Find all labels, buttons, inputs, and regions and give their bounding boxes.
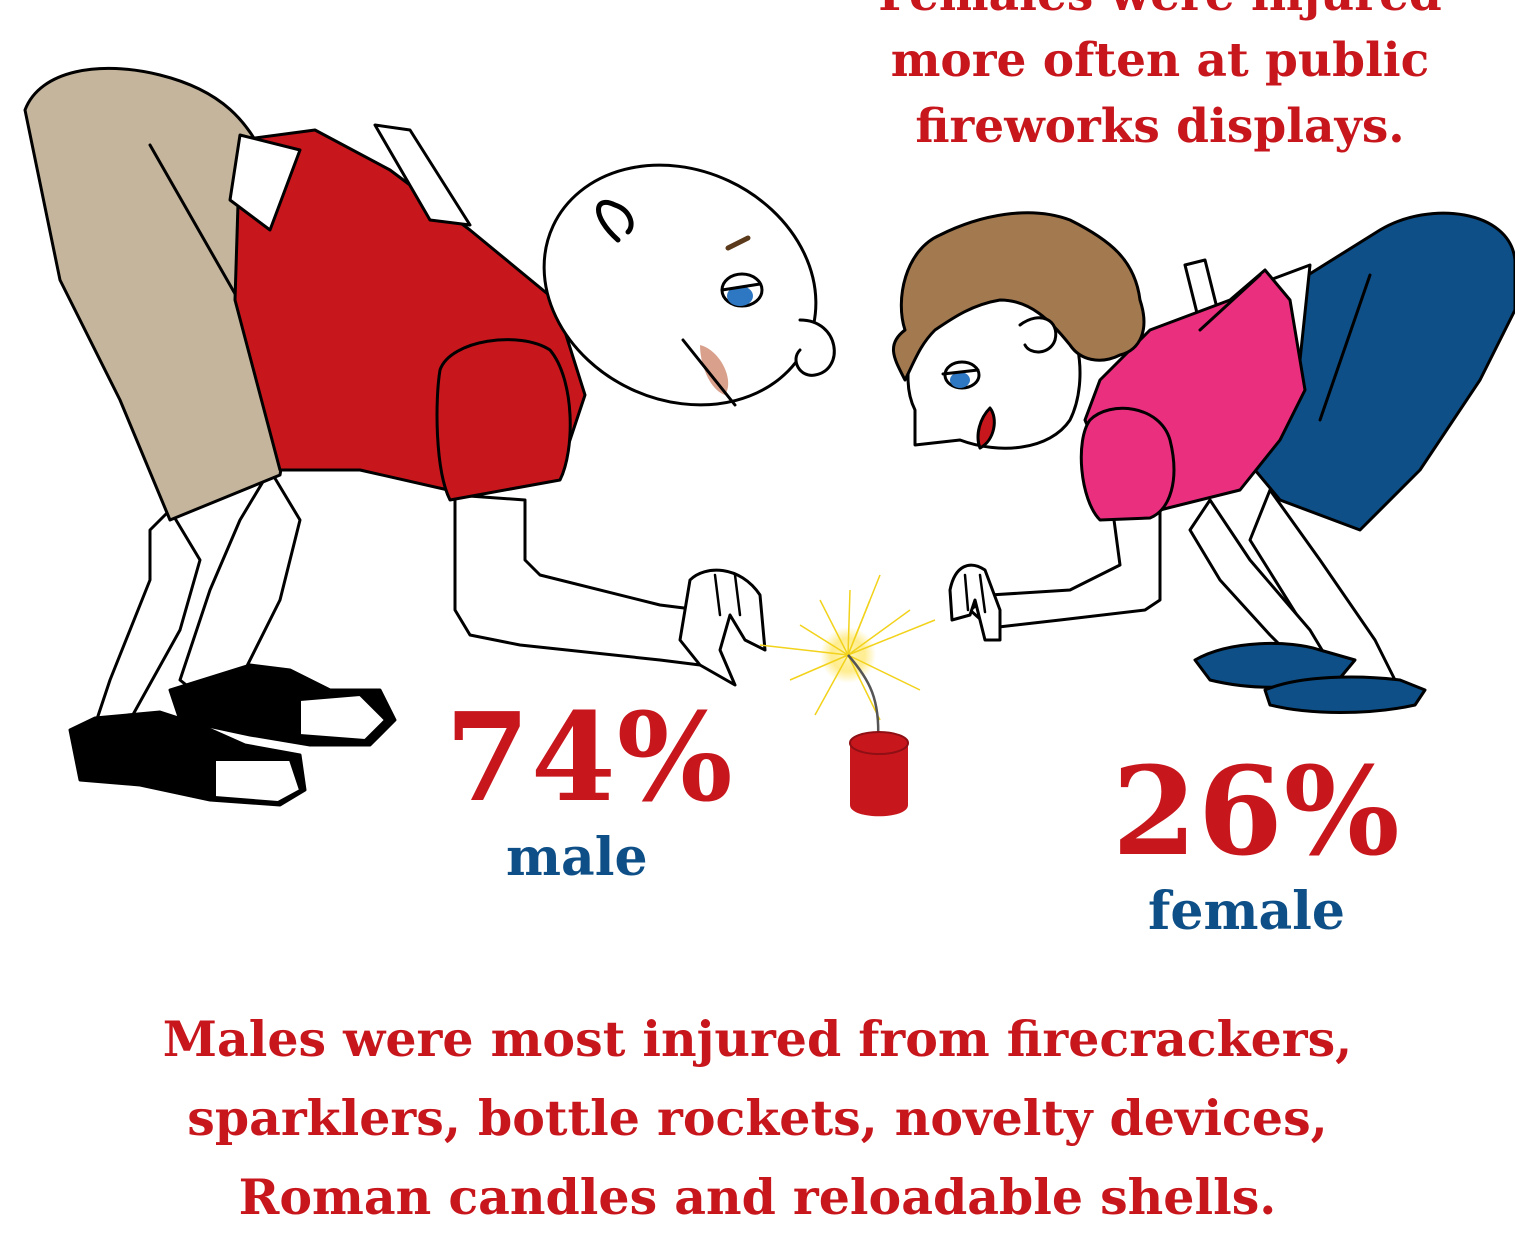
bottom-note-line: Roman candles and reloadable shells. <box>238 1168 1277 1226</box>
firecracker-icon <box>847 654 909 817</box>
female-percentage: 26% <box>1112 739 1401 883</box>
spark-icon <box>759 574 936 721</box>
bottom-note-line: Males were most injured from firecracker… <box>162 1010 1353 1068</box>
male-label: male <box>506 827 648 888</box>
top-note-line: Females were injured <box>820 0 1500 28</box>
boy-illustration <box>23 66 836 807</box>
top-note-line: fireworks displays. <box>915 99 1405 154</box>
top-note-line: more often at public <box>890 33 1430 88</box>
bottom-note: Males were most injured from firecracker… <box>60 1000 1455 1237</box>
male-percentage: 74% <box>445 685 734 829</box>
top-note: Females were injured more often at publi… <box>820 0 1500 160</box>
female-label: female <box>1148 881 1346 942</box>
girl-illustration <box>891 211 1515 714</box>
bottom-note-line: sparklers, bottle rockets, novelty devic… <box>187 1089 1328 1147</box>
